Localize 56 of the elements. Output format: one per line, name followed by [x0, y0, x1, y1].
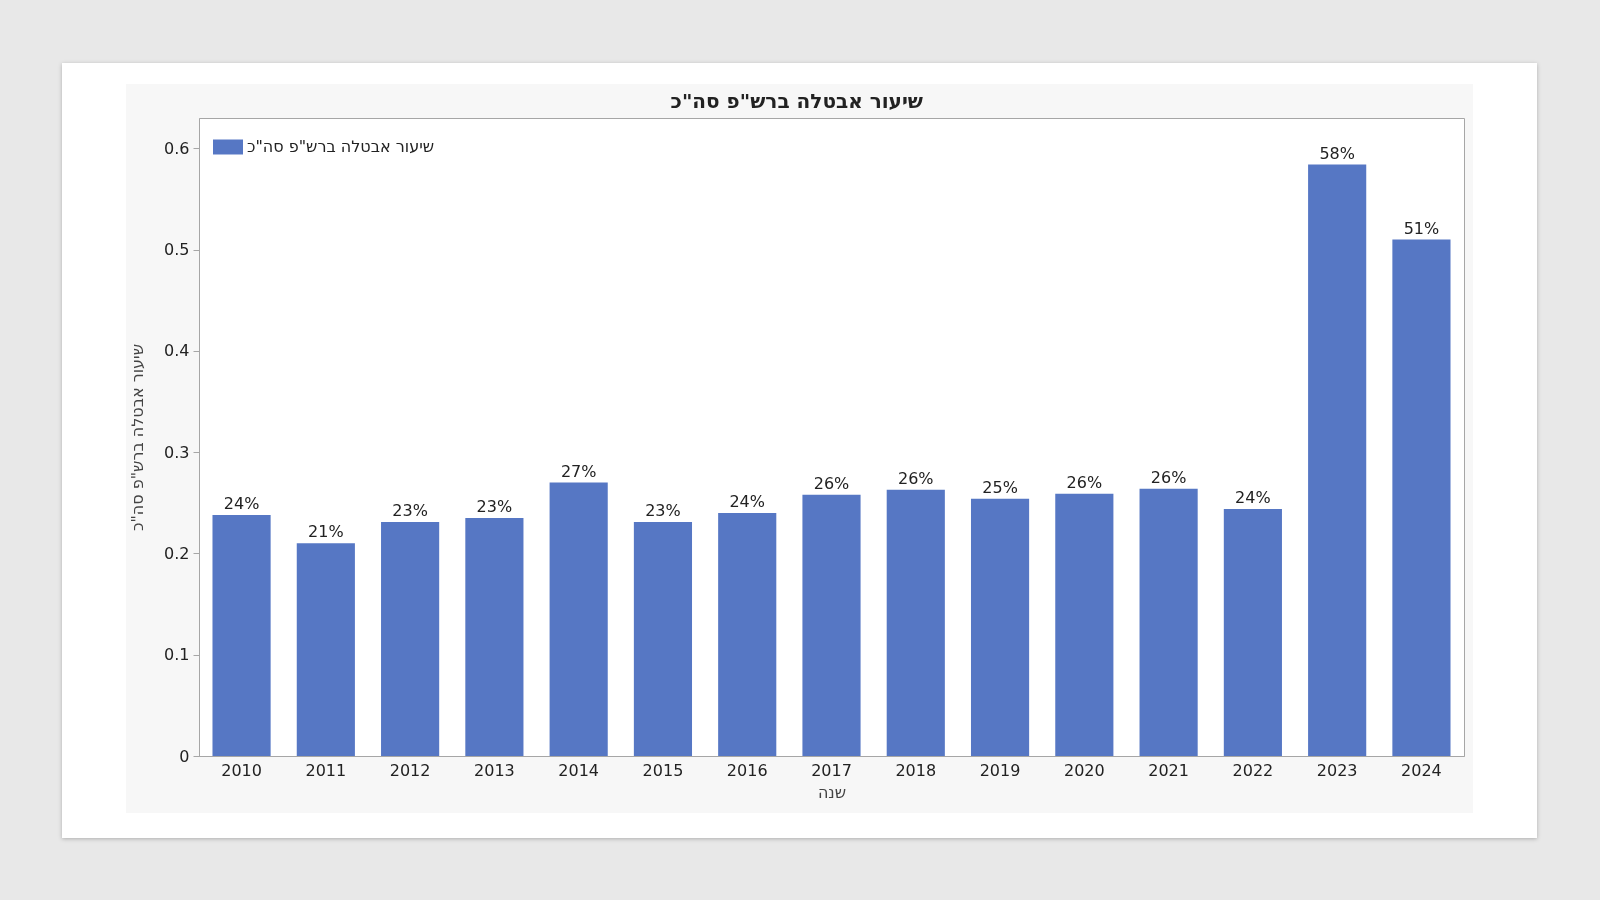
bar [970, 498, 1030, 756]
data-label: 26% [813, 473, 850, 493]
x-tick-label: 2017 [811, 760, 852, 780]
data-label: 23% [645, 501, 681, 521]
x-tick-label: 2010 [221, 760, 262, 780]
data-label: 26% [1150, 467, 1187, 487]
x-tick-label: 2019 [979, 760, 1021, 780]
bar [549, 482, 608, 756]
y-tick-label: 0 [179, 746, 190, 766]
bar [1139, 488, 1198, 756]
data-label: 24% [223, 493, 260, 513]
bar [1308, 164, 1367, 756]
x-tick-label: 2014 [558, 760, 600, 780]
bar [1055, 493, 1114, 756]
data-label: 23% [392, 501, 428, 521]
x-tick-label: 2022 [1232, 760, 1274, 780]
bar [296, 543, 355, 756]
y-tick-label: 0.1 [164, 645, 190, 665]
data-label: 23% [476, 497, 513, 517]
data-label: 58% [1319, 143, 1355, 163]
data-label: 21% [308, 522, 344, 542]
data-label: 26% [1066, 472, 1103, 492]
y-tick-label: 0.5 [164, 240, 190, 260]
x-axis-title: שנה [817, 782, 847, 802]
data-label: 51% [1403, 218, 1440, 238]
bar [1392, 239, 1451, 756]
x-tick-label: 2012 [389, 760, 431, 780]
data-label: 25% [982, 477, 1018, 497]
bar [886, 489, 945, 756]
data-label: 26% [898, 468, 934, 488]
y-tick-label: 0.2 [164, 543, 190, 563]
y-tick-label: 0.6 [164, 138, 190, 158]
x-tick-label: 2013 [474, 760, 515, 780]
bar [381, 522, 440, 756]
y-tick-label: 0.4 [164, 341, 190, 361]
bar [633, 522, 693, 756]
x-tick-label: 2016 [726, 760, 768, 780]
bar [212, 514, 271, 756]
x-tick-label: 2023 [1316, 760, 1358, 780]
x-tick-label: 2020 [1063, 760, 1105, 780]
legend-label: שיעור אבטלה ברש"פ סה"כ [247, 137, 435, 156]
x-tick-label: 2018 [895, 760, 937, 780]
data-label: 24% [729, 491, 765, 511]
x-tick-label: 2021 [1148, 760, 1189, 780]
y-tick-label: 0.3 [164, 442, 190, 462]
x-tick-label: 2024 [1401, 760, 1442, 780]
data-label: 27% [560, 461, 597, 481]
x-tick-label: 2015 [642, 760, 684, 780]
data-label: 24% [1235, 487, 1271, 507]
bar [802, 494, 861, 756]
x-tick-label: 2011 [305, 760, 347, 780]
bar [718, 512, 777, 756]
y-axis-title: שיעור אבטלה ברש"פ סה"כ [128, 343, 148, 532]
bar [1223, 508, 1282, 756]
chart-title: שיעור אבטלה ברש"פ סה"כ [670, 89, 923, 113]
bar [465, 518, 524, 756]
